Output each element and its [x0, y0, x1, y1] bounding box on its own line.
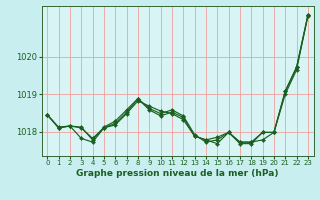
X-axis label: Graphe pression niveau de la mer (hPa): Graphe pression niveau de la mer (hPa): [76, 169, 279, 178]
